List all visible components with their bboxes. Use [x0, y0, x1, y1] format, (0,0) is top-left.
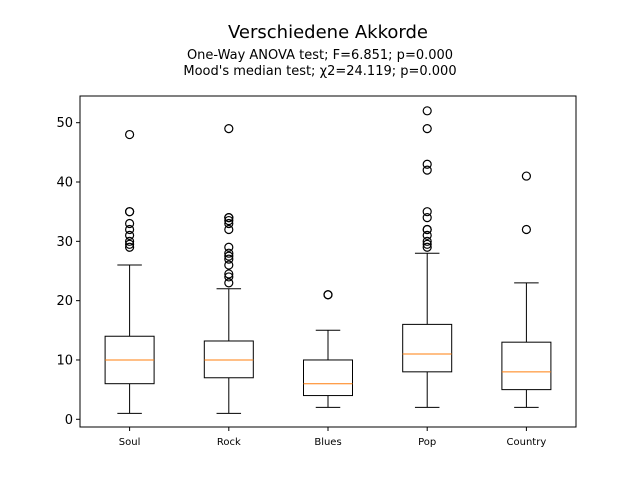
- chart-subtitle-line-1: One-Way ANOVA test; F=6.851; p=0.000: [187, 48, 453, 63]
- outlier-point: [422, 242, 432, 252]
- x-tick-label: Pop: [418, 437, 436, 448]
- axes-frame: [79, 95, 577, 428]
- outlier-point: [125, 129, 135, 140]
- plot-area: 0 10 20 30 40 50 Soul Rock Blues Pop Country: [56, 106, 552, 448]
- chart-subtitle-line-2: Mood's median test; χ2=24.119; p=0.000: [183, 64, 456, 79]
- outlier-point: [224, 254, 234, 264]
- outlier-point: [224, 213, 234, 223]
- outlier-point: [224, 248, 234, 258]
- x-tick-label: Soul: [119, 437, 141, 448]
- y-tick-label: 20: [56, 294, 73, 309]
- y-tick-label: 10: [56, 353, 73, 368]
- iqr-box: [203, 340, 254, 379]
- outlier-point: [125, 239, 135, 249]
- outlier-point: [125, 230, 135, 240]
- x-tick-label: Rock: [217, 437, 241, 448]
- outlier-point: [521, 171, 532, 181]
- iqr-box: [303, 359, 353, 397]
- x-tick-label: Blues: [314, 437, 341, 448]
- outlier-point: [125, 218, 135, 229]
- y-tick-label: 0: [65, 413, 73, 428]
- chart-title: Verschiedene Akkorde: [228, 22, 428, 43]
- outlier-point: [521, 224, 532, 235]
- outlier-point: [422, 239, 432, 249]
- outlier-point: [422, 159, 432, 169]
- outlier-point: [224, 218, 234, 229]
- outlier-point: [125, 236, 135, 246]
- outlier-point: [422, 224, 432, 235]
- outlier-point: [224, 242, 234, 252]
- iqr-box: [402, 323, 453, 373]
- outlier-point: [422, 230, 432, 240]
- outlier-point: [224, 272, 234, 282]
- outlier-point: [422, 213, 432, 223]
- outlier-point: [224, 224, 234, 235]
- outlier-point: [422, 207, 432, 217]
- outlier-point: [224, 251, 234, 261]
- y-tick-label: 40: [56, 176, 73, 191]
- outlier-point: [125, 207, 135, 217]
- x-tick-label: Country: [507, 437, 547, 448]
- outlier-point: [422, 124, 432, 134]
- outlier-point: [422, 106, 432, 116]
- outlier-point: [125, 224, 135, 235]
- outlier-point: [224, 215, 234, 226]
- outlier-point: [422, 236, 432, 246]
- outlier-point: [422, 165, 432, 175]
- outlier-point: [224, 260, 234, 270]
- outlier-point: [125, 242, 135, 252]
- outlier-point: [224, 124, 234, 134]
- y-tick-label: 30: [56, 235, 73, 250]
- outlier-point: [323, 290, 333, 300]
- outlier-point: [224, 269, 234, 279]
- iqr-box: [501, 341, 552, 391]
- y-tick-label: 50: [56, 116, 73, 131]
- outlier-point: [224, 278, 234, 288]
